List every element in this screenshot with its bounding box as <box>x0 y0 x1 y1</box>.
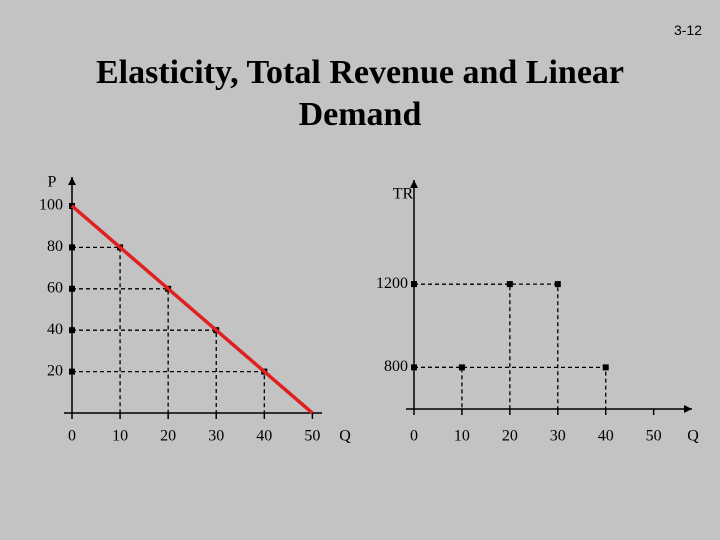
x-tick-label: 0 <box>410 428 418 445</box>
guide-line <box>72 288 169 413</box>
y-axis-arrow <box>68 177 76 185</box>
x-axis-label: Q <box>339 428 351 445</box>
y-axis-label: P <box>48 174 57 191</box>
x-tick-label: 30 <box>208 428 224 445</box>
y-tick-label: 40 <box>47 321 63 338</box>
y-tick-label: 60 <box>47 279 63 296</box>
slide-number: 3-12 <box>673 22 702 38</box>
guide-line <box>72 246 121 413</box>
point <box>602 364 609 371</box>
demand-line <box>70 204 314 415</box>
x-tick-label: 30 <box>550 428 566 445</box>
point <box>506 281 513 288</box>
x-tick-label: 40 <box>256 428 272 445</box>
y-tick-label: 100 <box>39 197 63 214</box>
x-tick-label: 20 <box>502 428 518 445</box>
y-tick-label: 80 <box>47 238 63 255</box>
y-tick-label: 800 <box>384 358 408 375</box>
x-tick-label: 50 <box>646 428 662 445</box>
y-axis-label: TR <box>393 186 414 203</box>
guide-line <box>414 283 559 409</box>
x-tick-label: 10 <box>112 428 128 445</box>
x-tick-label: 10 <box>454 428 470 445</box>
point <box>554 281 561 288</box>
x-tick-label: 20 <box>160 428 176 445</box>
point <box>458 364 465 371</box>
x-tick-label: 50 <box>304 428 320 445</box>
x-axis-label: Q <box>687 428 699 445</box>
x-tick-label: 40 <box>598 428 614 445</box>
y-tick-label: 1200 <box>376 275 408 292</box>
x-axis-arrow <box>684 405 692 413</box>
guide-line <box>72 329 217 413</box>
x-tick-label: 0 <box>68 428 76 445</box>
slide-title: Elasticity, Total Revenue and Linear Dem… <box>96 54 624 133</box>
y-axis-arrow <box>410 180 418 188</box>
guide-line <box>414 366 463 409</box>
y-tick-label: 20 <box>47 362 63 379</box>
